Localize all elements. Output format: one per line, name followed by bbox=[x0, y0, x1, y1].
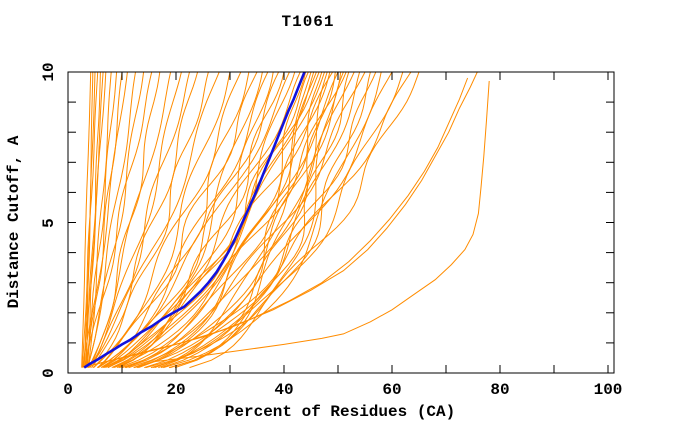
model-curve bbox=[84, 72, 104, 368]
model-curve bbox=[128, 72, 412, 369]
y-tick-label-5: 5 bbox=[40, 217, 58, 228]
model-curve bbox=[88, 72, 182, 368]
model-curve bbox=[136, 72, 307, 369]
model-curve bbox=[152, 72, 361, 369]
model-curve bbox=[87, 72, 112, 368]
model-curve bbox=[87, 72, 136, 368]
x-tick-label-80: 80 bbox=[490, 381, 510, 399]
model-curve bbox=[124, 72, 331, 369]
chart-title: T1061 bbox=[281, 13, 335, 31]
model-curve bbox=[86, 72, 145, 368]
model-curve bbox=[81, 72, 92, 368]
x-tick-label-0: 0 bbox=[63, 381, 73, 399]
model-curve bbox=[103, 72, 334, 369]
model-curve bbox=[83, 72, 153, 368]
curves-layer bbox=[81, 72, 490, 369]
x-tick-label-100: 100 bbox=[593, 381, 623, 399]
model-curve bbox=[114, 72, 347, 369]
model-curve bbox=[81, 72, 99, 368]
model-curve bbox=[158, 72, 312, 369]
model-curve bbox=[111, 72, 309, 369]
model-curve bbox=[84, 72, 123, 368]
highlighted-model bbox=[83, 72, 306, 369]
model-curve bbox=[93, 72, 242, 368]
outlier-curve-b bbox=[84, 72, 478, 368]
model-curve bbox=[150, 72, 404, 369]
model-curve bbox=[133, 72, 393, 369]
model-curve bbox=[170, 72, 350, 369]
model-curve bbox=[107, 72, 285, 369]
model-curve bbox=[119, 72, 339, 369]
outlier-curve-flat bbox=[154, 80, 490, 363]
model-curve bbox=[122, 72, 366, 369]
model-curve bbox=[82, 72, 107, 368]
y-tick-label-10: 10 bbox=[40, 62, 58, 82]
model-curve bbox=[98, 72, 269, 369]
model-curve bbox=[82, 72, 128, 368]
model-curve bbox=[125, 72, 355, 369]
model-curve bbox=[107, 72, 325, 369]
x-tick-label-40: 40 bbox=[274, 381, 294, 399]
model-curve bbox=[138, 72, 344, 369]
x-axis-title: Percent of Residues (CA) bbox=[224, 403, 456, 421]
model-curve bbox=[88, 72, 172, 368]
y-tick-label-0: 0 bbox=[40, 368, 58, 378]
model-curve bbox=[189, 72, 342, 369]
model-curve bbox=[97, 72, 258, 368]
model-curve bbox=[91, 72, 199, 368]
model-curve bbox=[88, 72, 220, 368]
model-curve bbox=[100, 72, 250, 369]
model-curve bbox=[145, 72, 420, 369]
model-curve bbox=[91, 72, 190, 368]
x-tick-label-20: 20 bbox=[166, 381, 186, 399]
x-tick-label-60: 60 bbox=[382, 381, 402, 399]
model-curve bbox=[133, 72, 317, 369]
model-curve bbox=[92, 72, 209, 368]
model-curve bbox=[144, 72, 377, 369]
model-curve bbox=[96, 72, 290, 369]
